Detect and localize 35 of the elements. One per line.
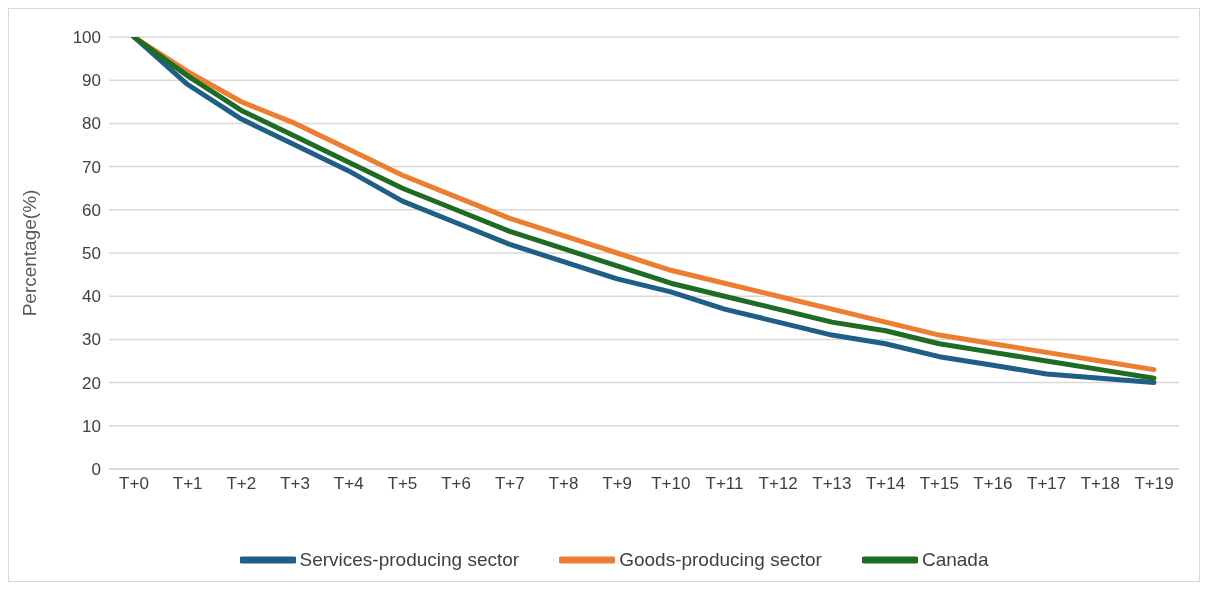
x-tick-label: T+17 bbox=[1027, 474, 1067, 494]
x-tick-label: T+4 bbox=[333, 474, 364, 494]
y-axis-title: Percentage(%) bbox=[18, 189, 40, 317]
x-tick-label: T+12 bbox=[758, 474, 798, 494]
x-tick-label: T+5 bbox=[387, 474, 418, 494]
x-tick-label: T+0 bbox=[119, 474, 149, 494]
y-tick-label: 0 bbox=[91, 460, 101, 480]
x-tick-label: T+15 bbox=[919, 474, 959, 494]
x-tick-label: T+9 bbox=[602, 474, 633, 494]
y-tick-label: 30 bbox=[82, 330, 101, 350]
x-tick-label: T+6 bbox=[441, 474, 471, 494]
x-tick-label: T+8 bbox=[548, 474, 579, 494]
x-tick-label: T+16 bbox=[973, 474, 1013, 494]
x-tick-label: T+1 bbox=[172, 474, 203, 494]
x-tick-label: T+19 bbox=[1134, 474, 1174, 494]
y-tick-label: 20 bbox=[82, 373, 101, 393]
y-tick-label: 50 bbox=[82, 244, 101, 264]
legend-label: Goods-producing sector bbox=[619, 549, 822, 571]
legend-label: Canada bbox=[921, 549, 989, 571]
x-tick-label: T+18 bbox=[1080, 474, 1120, 494]
y-tick-label: 80 bbox=[82, 114, 101, 134]
x-tick-label: T+2 bbox=[226, 474, 257, 494]
y-tick-label: 10 bbox=[82, 416, 101, 436]
x-tick-label: T+3 bbox=[280, 474, 310, 494]
y-tick-label: 60 bbox=[82, 200, 101, 220]
x-tick-label: T+7 bbox=[494, 474, 525, 494]
y-tick-label: 40 bbox=[82, 287, 101, 307]
x-tick-label: T+10 bbox=[651, 474, 691, 494]
x-tick-label: T+13 bbox=[812, 474, 852, 494]
y-tick-label: 100 bbox=[72, 28, 101, 48]
y-tick-label: 70 bbox=[82, 157, 101, 177]
y-tick-label: 90 bbox=[82, 71, 101, 91]
x-tick-label: T+14 bbox=[865, 474, 906, 494]
legend-label: Services-producing sector bbox=[299, 549, 520, 571]
x-tick-label: T+11 bbox=[705, 474, 744, 494]
